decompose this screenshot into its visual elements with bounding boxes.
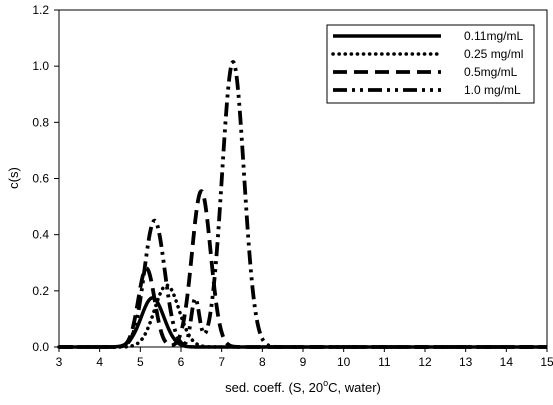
legend-label: 0.5mg/mL — [464, 65, 518, 79]
x-tick-label: 7 — [218, 355, 225, 369]
legend-label: 1.0 mg/mL — [464, 83, 521, 97]
x-axis-label-superscript: o — [323, 378, 328, 388]
series-line-3 — [57, 189, 549, 349]
y-tick-label: 0.6 — [32, 172, 49, 186]
y-tick-label: 0.4 — [32, 228, 49, 242]
x-tick-label: 5 — [137, 355, 144, 369]
x-tick-label: 12 — [418, 355, 432, 369]
series-line-4 — [57, 60, 549, 349]
x-tick-label: 15 — [540, 355, 553, 369]
x-tick-label: 9 — [300, 355, 307, 369]
x-tick-label: 4 — [96, 355, 103, 369]
y-tick-label: 1.0 — [32, 59, 49, 73]
y-tick-label: 1.2 — [32, 3, 49, 17]
legend: 0.11mg/mL 0.25 mg/ml 0.5mg/mL 1.0 mg/mL — [326, 24, 535, 104]
x-tick-label: 13 — [459, 355, 473, 369]
x-tick-label: 14 — [500, 355, 514, 369]
x-tick-label: 11 — [378, 355, 391, 369]
x-tick-label: 10 — [337, 355, 351, 369]
x-axis-label: sed. coeff. (S, 20oC, water) — [225, 378, 381, 395]
x-tick-label: 3 — [56, 355, 63, 369]
series-layer — [57, 60, 549, 349]
legend-label: 0.11mg/mL — [464, 29, 523, 43]
x-tick-label: 8 — [259, 355, 266, 369]
legend-label: 0.25 mg/ml — [464, 47, 523, 61]
y-axis-label: c(s) — [6, 167, 21, 189]
y-axis: 0.0 0.2 0.4 0.6 0.8 1.0 1.2 — [32, 3, 59, 354]
y-tick-label: 0.8 — [32, 115, 49, 129]
x-axis: 3 4 5 6 7 8 9 10 11 12 13 14 15 — [56, 347, 553, 369]
x-tick-label: 6 — [178, 355, 185, 369]
y-tick-label: 0.2 — [32, 284, 49, 298]
y-tick-label: 0.0 — [32, 340, 49, 354]
